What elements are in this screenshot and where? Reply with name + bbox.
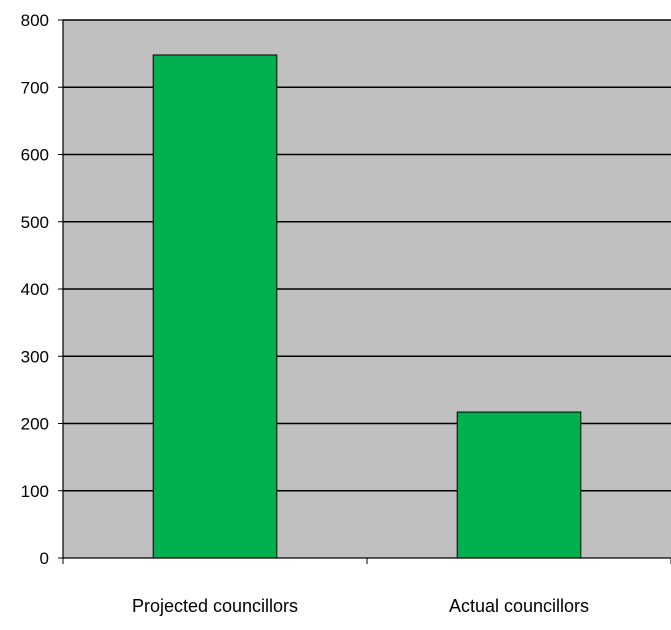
x-tick-label: Actual councillors — [449, 596, 589, 616]
y-tick-label: 800 — [21, 11, 49, 30]
y-tick-label: 200 — [21, 415, 49, 434]
y-tick-label: 400 — [21, 280, 49, 299]
x-tick-label: Projected councillors — [132, 596, 298, 616]
x-ticks: Projected councillors Actual councillors — [62, 558, 671, 616]
bars — [152, 54, 582, 559]
y-tick-label: 500 — [21, 213, 49, 232]
bar-actual-councillors — [456, 411, 582, 559]
bar-projected-councillors — [152, 54, 278, 559]
y-tick-label: 700 — [21, 78, 49, 97]
y-ticks: 0 100 200 300 400 500 600 700 800 — [21, 11, 63, 568]
y-tick-label: 300 — [21, 347, 49, 366]
y-tick-label: 600 — [21, 146, 49, 165]
y-tick-label: 0 — [40, 549, 49, 568]
y-tick-label: 100 — [21, 482, 49, 501]
